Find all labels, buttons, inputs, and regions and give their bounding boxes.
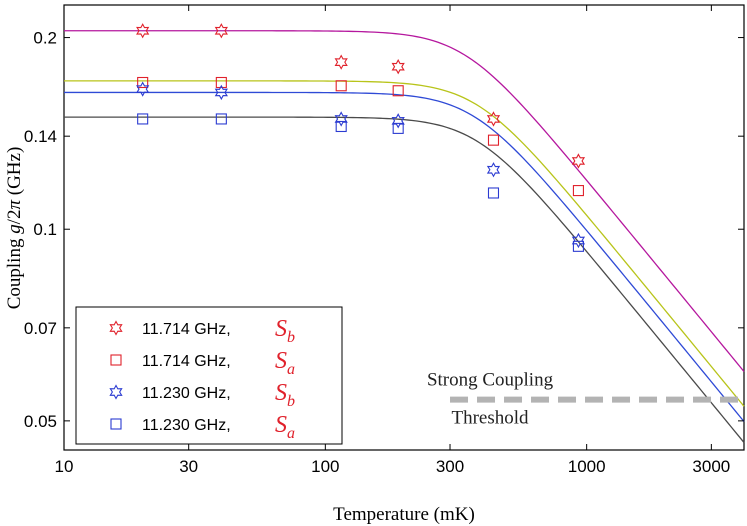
data-point-s1-3 (392, 85, 404, 97)
data-point-s0-2 (334, 54, 348, 70)
legend-freq-1: 11.714 GHz, (142, 353, 231, 370)
data-point-s2-2 (334, 111, 348, 127)
x-axis-title: Temperature (mK) (333, 504, 475, 525)
y-tick-label: 0.07 (24, 319, 57, 338)
y-axis-title-var: g (4, 224, 25, 234)
y-tick-label: 0.14 (24, 127, 57, 146)
data-point-s1-5 (572, 185, 584, 197)
data-point-s2-5 (571, 232, 586, 249)
data-point-s2-1 (214, 84, 228, 101)
legend-marker-1 (110, 354, 122, 366)
data-point-s1-0 (137, 76, 149, 89)
data-point-s2-3 (391, 113, 405, 129)
legend-marker-2 (109, 384, 123, 400)
data-point-s0-0 (136, 23, 150, 39)
threshold-label-top: Strong Coupling (427, 370, 554, 391)
data-point-s3-2 (335, 120, 347, 133)
data-point-s0-4 (486, 111, 501, 127)
legend-symbol-main: S (275, 412, 287, 438)
legend-rows: 11.714 GHz, Sb 11.714 GHz, Sa 11.230 GHz, Sb 1… (109, 316, 295, 442)
legend: 11.714 GHz, Sb 11.714 GHz, Sa 11.230 GHz, Sb 1… (75, 306, 343, 445)
data-point-s3-0 (137, 113, 149, 125)
data-point-s0-5 (571, 153, 586, 169)
legend-symbol-main: S (275, 380, 287, 406)
data-point-s3-3 (392, 122, 404, 134)
y-axis-title-pi: π (4, 200, 25, 210)
fit-magenta (64, 30, 745, 372)
data-point-s0-1 (214, 23, 228, 39)
data-points (136, 23, 586, 252)
data-point-s2-4 (486, 162, 501, 178)
legend-freq-0: 11.714 GHz, (142, 321, 231, 338)
threshold-group: Strong Coupling Threshold (427, 370, 744, 429)
legend-freq-3: 11.230 GHz, (142, 417, 231, 434)
axis-ticks: 10 30 100 300 1000 3000 0.05 0.07 0.1 0.14 0.2 (24, 5, 744, 476)
y-axis-title-pre: Coupling (4, 234, 25, 309)
legend-symbol-main: S (275, 348, 287, 374)
legend-marker-3 (110, 418, 122, 430)
y-axis-title-mid: /2 (4, 210, 25, 225)
y-axis-title-post: (GHz) (4, 147, 25, 200)
legend-symbol-1: Sa (275, 348, 295, 378)
fit-yellow (64, 80, 745, 407)
data-point-s2-0 (136, 81, 150, 97)
y-tick-label: 0.05 (24, 412, 57, 431)
y-tick-label: 0.1 (33, 220, 57, 239)
threshold-label-bottom: Threshold (451, 408, 529, 429)
fit-curves (64, 30, 745, 443)
x-tick-label: 300 (436, 457, 464, 476)
legend-symbol-sub: a (287, 361, 295, 378)
legend-symbol-main: S (275, 316, 287, 342)
legend-symbol-sub: b (287, 329, 295, 346)
legend-freq-2: 11.230 GHz, (142, 385, 231, 402)
x-tick-label: 100 (311, 457, 339, 476)
y-axis-title: Coupling g/2π (GHz) (4, 147, 25, 310)
data-point-s3-1 (215, 113, 227, 125)
legend-symbol-sub: a (287, 425, 295, 442)
data-point-s3-5 (572, 240, 584, 252)
x-tick-label: 10 (55, 457, 74, 476)
fit-gray (64, 116, 745, 443)
data-point-s3-4 (487, 187, 500, 199)
data-point-s1-1 (215, 76, 227, 89)
data-point-s1-4 (487, 134, 500, 146)
x-tick-label: 30 (179, 457, 198, 476)
legend-symbol-sub: b (287, 393, 295, 410)
legend-symbol-3: Sa (275, 412, 295, 442)
legend-marker-0 (109, 320, 123, 336)
fit-blue (64, 91, 745, 422)
data-point-s0-3 (391, 59, 405, 75)
data-point-s1-2 (335, 80, 347, 92)
legend-symbol-2: Sb (275, 380, 295, 410)
legend-symbol-0: Sb (275, 316, 295, 346)
x-tick-label: 1000 (568, 457, 606, 476)
y-tick-label: 0.2 (33, 29, 57, 48)
x-tick-label: 3000 (692, 457, 730, 476)
